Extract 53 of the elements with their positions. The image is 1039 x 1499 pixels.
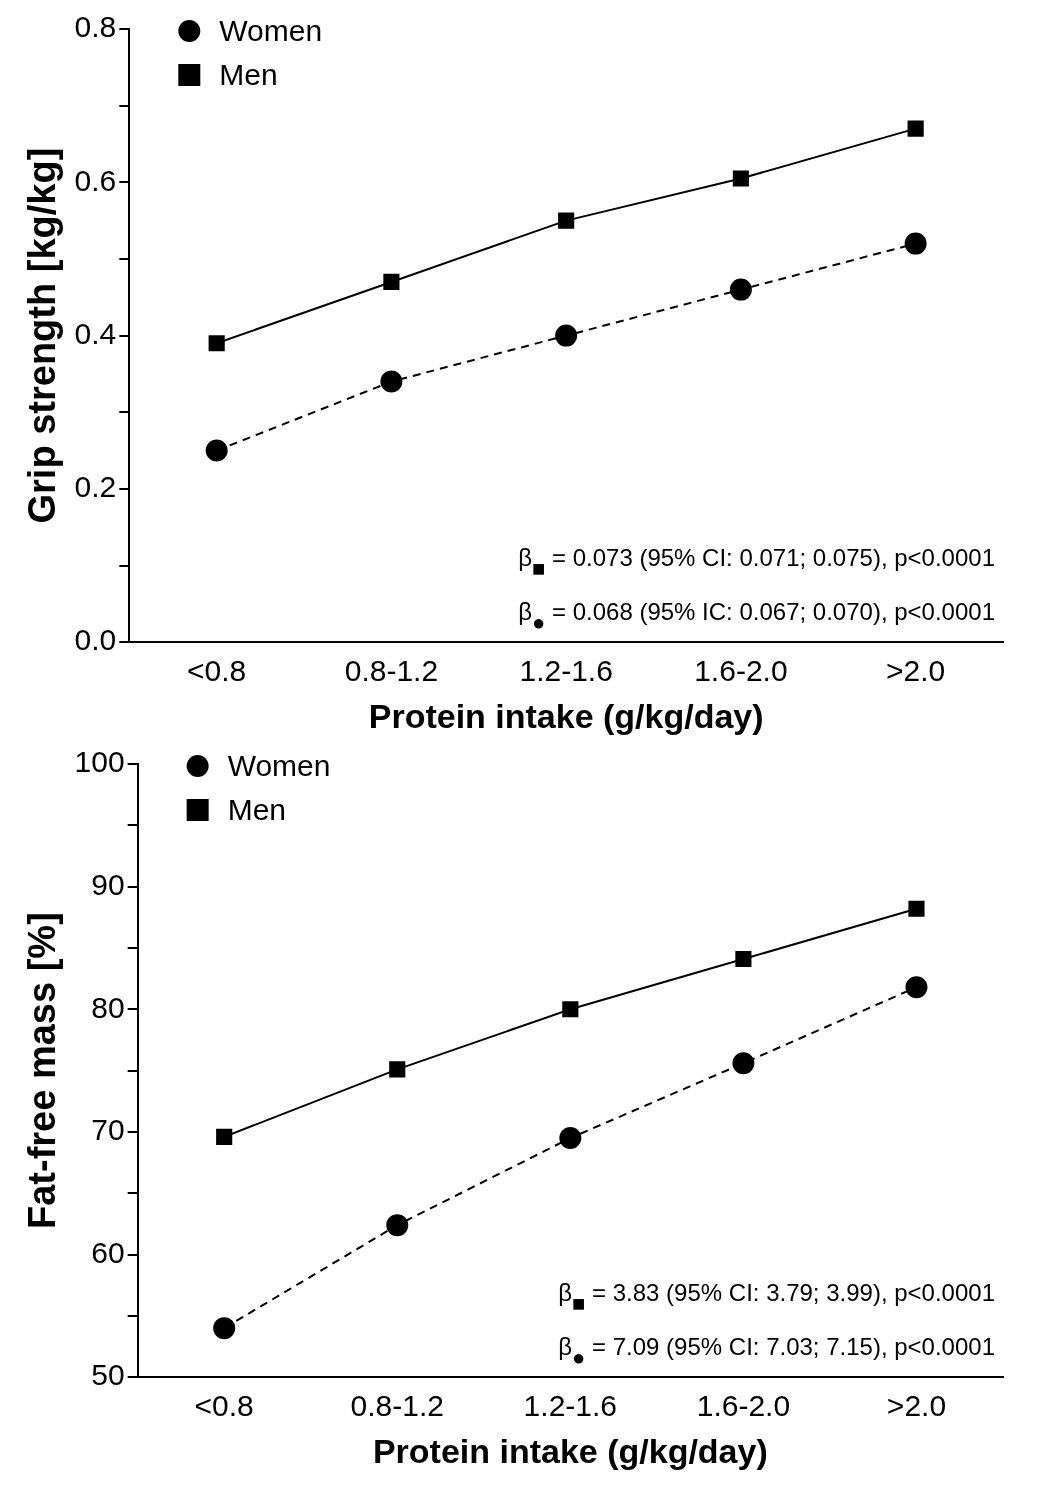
x-tick-label: <0.8: [194, 1389, 254, 1423]
point: [562, 1001, 579, 1018]
y-axis-title: Fat-free mass [%]: [21, 912, 64, 1229]
x-tick-label: 1.2-1.6: [523, 1389, 618, 1423]
point: [904, 232, 927, 255]
point: [380, 370, 403, 393]
y-tick-label: 70: [91, 1113, 125, 1147]
y-tick-label: 0.2: [74, 470, 117, 504]
point: [389, 1061, 406, 1078]
y-tick-label: 0.0: [74, 623, 117, 657]
point: [908, 900, 925, 917]
y-tick-label: 50: [91, 1358, 125, 1392]
x-tick-label: >2.0: [886, 1389, 947, 1423]
x-tick-label: >2.0: [886, 654, 946, 688]
point: [559, 1127, 582, 1150]
y-tick-label: 60: [91, 1235, 125, 1269]
annotation: β■ = 0.073 (95% CI: 0.071; 0.075), p<0.0001: [518, 544, 996, 582]
legend-label: Men: [227, 793, 287, 827]
x-tick-label: 0.8-1.2: [350, 1389, 444, 1423]
y-tick-label: 0.4: [74, 316, 117, 350]
point: [732, 1052, 755, 1075]
x-tick-label: 0.8-1.2: [344, 654, 439, 688]
x-tick-label: 1.2-1.6: [519, 654, 613, 688]
annotation: β● = 0.068 (95% IC: 0.067; 0.070), p<0.0001: [518, 598, 996, 636]
annotation: β■ = 3.83 (95% CI: 3.79; 3.99), p<0.0001: [558, 1279, 996, 1317]
point: [386, 1214, 409, 1237]
legend-label: Women: [227, 749, 331, 783]
x-tick-label: <0.8: [187, 654, 247, 688]
legend-label: Men: [219, 58, 278, 92]
point: [208, 335, 225, 352]
y-tick-label: 0.8: [74, 10, 117, 44]
y-tick-label: 80: [91, 990, 125, 1024]
y-tick-label: 100: [74, 745, 125, 779]
point: [735, 950, 752, 968]
x-axis-title: Protein intake (g/kg/day): [372, 1431, 768, 1470]
y-axis-title: Grip strength [kg/kg]: [21, 147, 64, 524]
point: [907, 120, 924, 137]
y-tick-label: 0.6: [74, 163, 117, 197]
point: [905, 976, 928, 999]
x-tick-label: 1.6-2.0: [694, 654, 788, 688]
x-axis-title: Protein intake (g/kg/day): [368, 696, 764, 735]
point: [383, 273, 400, 291]
point: [213, 1317, 236, 1340]
point: [205, 439, 228, 462]
legend-label: Women: [219, 14, 323, 48]
point: [732, 170, 749, 187]
point: [555, 324, 578, 347]
point: [216, 1128, 233, 1145]
x-tick-label: 1.6-2.0: [696, 1389, 791, 1423]
point: [729, 278, 752, 301]
point: [558, 212, 575, 229]
annotation: β● = 7.09 (95% CI: 7.03; 7.15), p<0.0001: [558, 1333, 996, 1371]
y-tick-label: 90: [91, 867, 125, 901]
